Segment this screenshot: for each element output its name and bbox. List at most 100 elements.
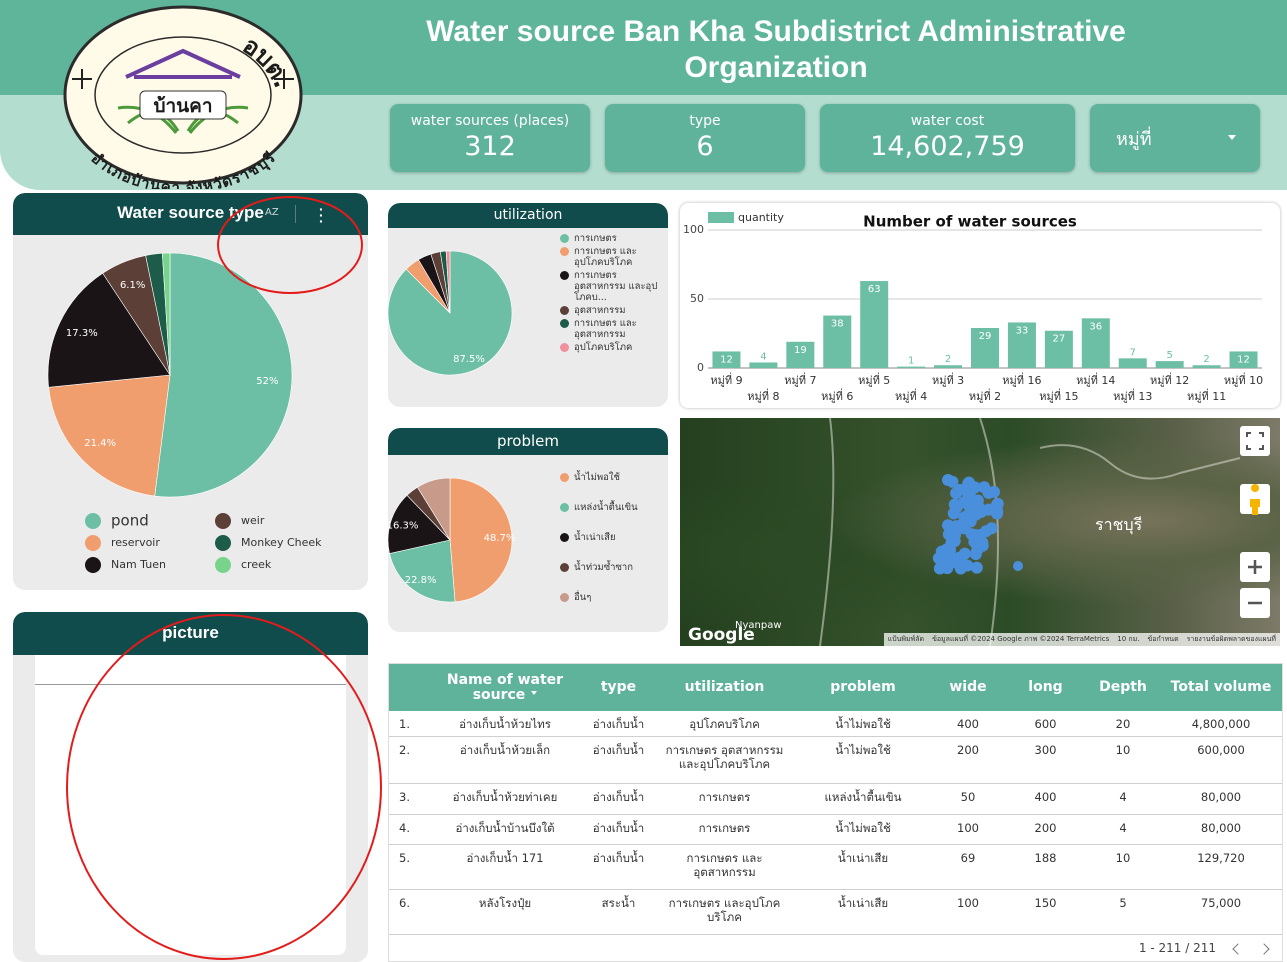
- x-tick-label: หมู่ที่ 11: [1187, 388, 1226, 403]
- fullscreen-button[interactable]: [1240, 426, 1270, 456]
- place-label: ราชบุรี: [1095, 515, 1143, 535]
- table-cell: อุปโภคบริโภค: [656, 711, 793, 737]
- bar-panel: 0 50 100 quantity Number of water sources 12 ห…: [680, 203, 1280, 408]
- panel-title: utilization: [388, 203, 668, 228]
- pie-chart: 48.7% 22.8% 16.3%: [388, 477, 516, 603]
- attribution-item: 10 กม.: [1117, 635, 1140, 643]
- table-cell: 400: [1003, 783, 1088, 815]
- table-cell: 20: [1088, 711, 1158, 737]
- header-cell: long: [1003, 664, 1088, 711]
- filter-dropdown[interactable]: หมู่ที่: [1090, 104, 1260, 172]
- pagination-label: 1 - 211 / 211: [1138, 941, 1216, 955]
- bar: [1229, 351, 1258, 368]
- x-tick-label: หมู่ที่ 6: [821, 388, 853, 403]
- table-cell: หลังโรงปุ๋ย: [429, 889, 581, 935]
- slice-label: 22.8%: [405, 575, 437, 586]
- map-marker: [969, 548, 982, 561]
- table-cell: 200: [933, 736, 1003, 784]
- legend-label: Nam Tuen: [111, 558, 166, 571]
- panel-title: picture: [13, 612, 368, 655]
- map-marker: [985, 522, 998, 535]
- table-body: 1. อ่างเก็บน้ำห้วยไทร อ่างเก็บน้ำ อุปโภคบริ…: [389, 711, 1282, 935]
- header-cell: Total volume: [1158, 664, 1282, 711]
- x-tick-label: หมู่ที่ 13: [1113, 388, 1152, 403]
- scorecard: water cost 14,602,759: [820, 104, 1075, 172]
- attribution-item: รายงานข้อผิดพลาดของแผนที่: [1186, 635, 1276, 643]
- legend-label: น้ำท่วมซ้ำซาก: [574, 562, 634, 573]
- pagination: 1 - 211 / 211: [1138, 941, 1270, 955]
- next-page-button[interactable]: [1258, 943, 1270, 955]
- table-cell: 600,000: [1158, 736, 1282, 784]
- x-tick-label: หมู่ที่ 4: [895, 388, 927, 403]
- header-cell: wide: [933, 664, 1003, 711]
- map-marker: [949, 556, 962, 569]
- table-cell: การเกษตร และอุปโภค บริโภค: [656, 889, 793, 935]
- map[interactable]: ราชบุรี Nyanpaw Google แป้นพิมพ์ลัด ข้อมูลแผ…: [680, 418, 1280, 646]
- slice-label: 48.7%: [484, 533, 516, 544]
- table-cell: น้ำไม่พอใช้: [793, 736, 933, 784]
- panel-title: problem: [388, 428, 668, 455]
- bar-value-label: 4: [760, 351, 766, 362]
- place-label: Nyanpaw: [735, 620, 782, 631]
- header-label: long: [1028, 679, 1063, 695]
- bar: [1081, 318, 1110, 368]
- legend-dot: [560, 319, 569, 328]
- map-marker: [962, 477, 975, 490]
- legend-item: การเกษตร อุตสาหกรรม และอุปโภคบ...: [560, 270, 660, 303]
- problem-panel: problem 48.7% 22.8% 16.3% น้ำไม่พอใช้ แหล่งน…: [388, 428, 668, 632]
- fullscreen-icon: [1246, 432, 1264, 450]
- map-marker: [982, 503, 995, 516]
- bar: [1044, 330, 1073, 368]
- legend-dot: [215, 557, 231, 573]
- pie-slice: [449, 477, 513, 603]
- table-cell: อ่างเก็บน้ำบ้านบึงใต้: [429, 814, 581, 845]
- map-marker: [965, 528, 978, 541]
- scorecard-label: type: [689, 113, 721, 129]
- table-row: 4. อ่างเก็บน้ำบ้านบึงใต้ อ่างเก็บน้ำ การเกษ…: [389, 814, 1282, 845]
- table-row: 1. อ่างเก็บน้ำห้วยไทร อ่างเก็บน้ำ อุปโภคบริ…: [389, 711, 1282, 737]
- header-cell[interactable]: Name of water source: [429, 664, 581, 711]
- table-cell: 100: [933, 889, 1003, 935]
- table-cell: 10: [1088, 844, 1158, 890]
- legend-label: การเกษตร: [574, 233, 617, 244]
- x-tick-label: หมู่ที่ 15: [1039, 388, 1078, 403]
- legend-label: creek: [241, 558, 272, 571]
- slice-label: 52%: [256, 376, 278, 387]
- bar-value-label: 5: [1166, 350, 1172, 361]
- table-cell: 5: [1088, 889, 1158, 935]
- table-cell: 4,800,000: [1158, 711, 1282, 737]
- table-cell: 188: [1003, 844, 1088, 890]
- pie-slice: [389, 539, 456, 603]
- table-cell: การเกษตร อุตสาหกรรม และอุปโภคบริโภค: [656, 736, 793, 784]
- bar: [1192, 365, 1221, 368]
- table-cell: น้ำไม่พอใช้: [793, 814, 933, 845]
- table-cell: สระน้ำ: [581, 889, 656, 935]
- table-cell: 600: [1003, 711, 1088, 737]
- legend-dot: [85, 557, 101, 573]
- legend-label: reservoir: [111, 536, 160, 549]
- header-label: Name of water source: [446, 671, 564, 703]
- bar: [934, 365, 963, 368]
- prev-page-button[interactable]: [1232, 943, 1244, 955]
- legend-label: การเกษตร และ อุตสาหกรรม: [574, 318, 637, 340]
- map-logo: Google: [688, 625, 755, 645]
- table-cell: 80,000: [1158, 814, 1282, 845]
- map-marker: [970, 561, 983, 574]
- legend-dot: [560, 247, 569, 256]
- table-row: 6. หลังโรงปุ๋ย สระน้ำ การเกษตร และอุปโภค บร…: [389, 889, 1282, 935]
- table-cell: 69: [933, 844, 1003, 890]
- table-cell: อ่างเก็บน้ำห้วยท่าเคย: [429, 783, 581, 815]
- table-cell: 4.: [389, 814, 429, 845]
- header-row: Name of water source type utilization probl…: [389, 664, 1282, 711]
- table-cell: 75,000: [1158, 889, 1282, 935]
- utilization-panel: utilization 87.5% การเกษตร การเกษตร และ อุ…: [388, 203, 668, 407]
- legend-item: น้ำเน่าเสีย: [560, 532, 660, 543]
- table-cell: 50: [933, 783, 1003, 815]
- table-cell: น้ำไม่พอใช้: [793, 711, 933, 737]
- x-tick-label: หมู่ที่ 7: [784, 372, 816, 387]
- chart-title: Number of water sources: [863, 213, 1077, 231]
- bar: [786, 341, 815, 368]
- map-marker: [935, 545, 948, 558]
- table-cell: อ่างเก็บน้ำ: [581, 814, 656, 845]
